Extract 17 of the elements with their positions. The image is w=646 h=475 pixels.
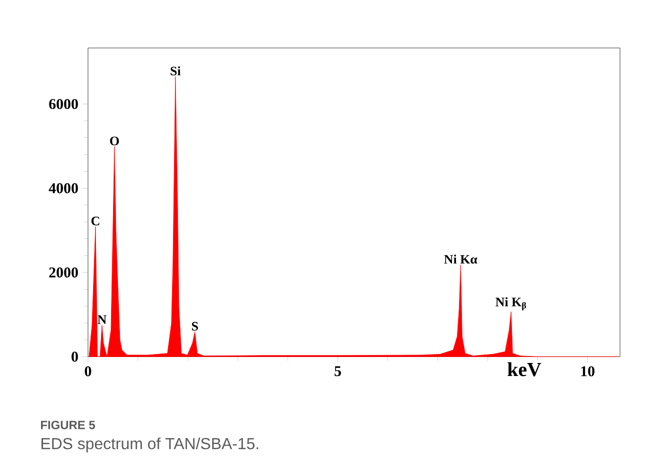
annotation: Ni Kα	[444, 254, 478, 264]
annotation: C	[91, 216, 100, 226]
annotation: O	[110, 136, 119, 146]
annotation: S	[192, 322, 198, 331]
x-tick-label: 0	[84, 366, 92, 376]
x-tick-label: 10	[581, 366, 594, 376]
annotation: Ni K$_{β}$	[496, 297, 526, 310]
x-axis-title: keV	[508, 362, 542, 376]
y-tick-label: 0	[72, 352, 78, 362]
annotation: Si	[170, 66, 181, 76]
y-tick-label: 4000	[48, 183, 78, 194]
y-tick-label: 2000	[49, 267, 78, 278]
caption: FIGURE 5	[41, 420, 95, 430]
annotation: N	[98, 315, 107, 324]
x-tick-label: 5	[334, 366, 341, 376]
y-tick-label: 6000	[49, 98, 78, 110]
text: EDS spectrum of TAN/SBA-15.	[42, 438, 258, 452]
